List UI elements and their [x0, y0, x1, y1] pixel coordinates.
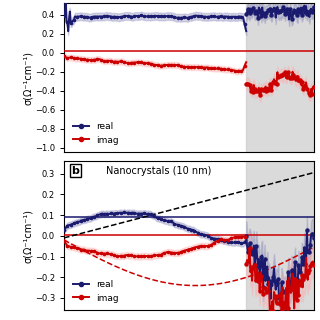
Y-axis label: σ(Ω⁻¹cm⁻¹): σ(Ω⁻¹cm⁻¹) [23, 51, 33, 105]
Text: Nanocrystals (10 nm): Nanocrystals (10 nm) [106, 166, 212, 176]
Bar [246, 3, 314, 152]
Y-axis label: σ(Ω⁻¹cm⁻¹): σ(Ω⁻¹cm⁻¹) [23, 209, 33, 263]
Bar [246, 161, 314, 310]
Legend: real, imag: real, imag [71, 120, 121, 146]
Legend: real, imag: real, imag [71, 278, 121, 304]
Text: b: b [71, 166, 79, 176]
